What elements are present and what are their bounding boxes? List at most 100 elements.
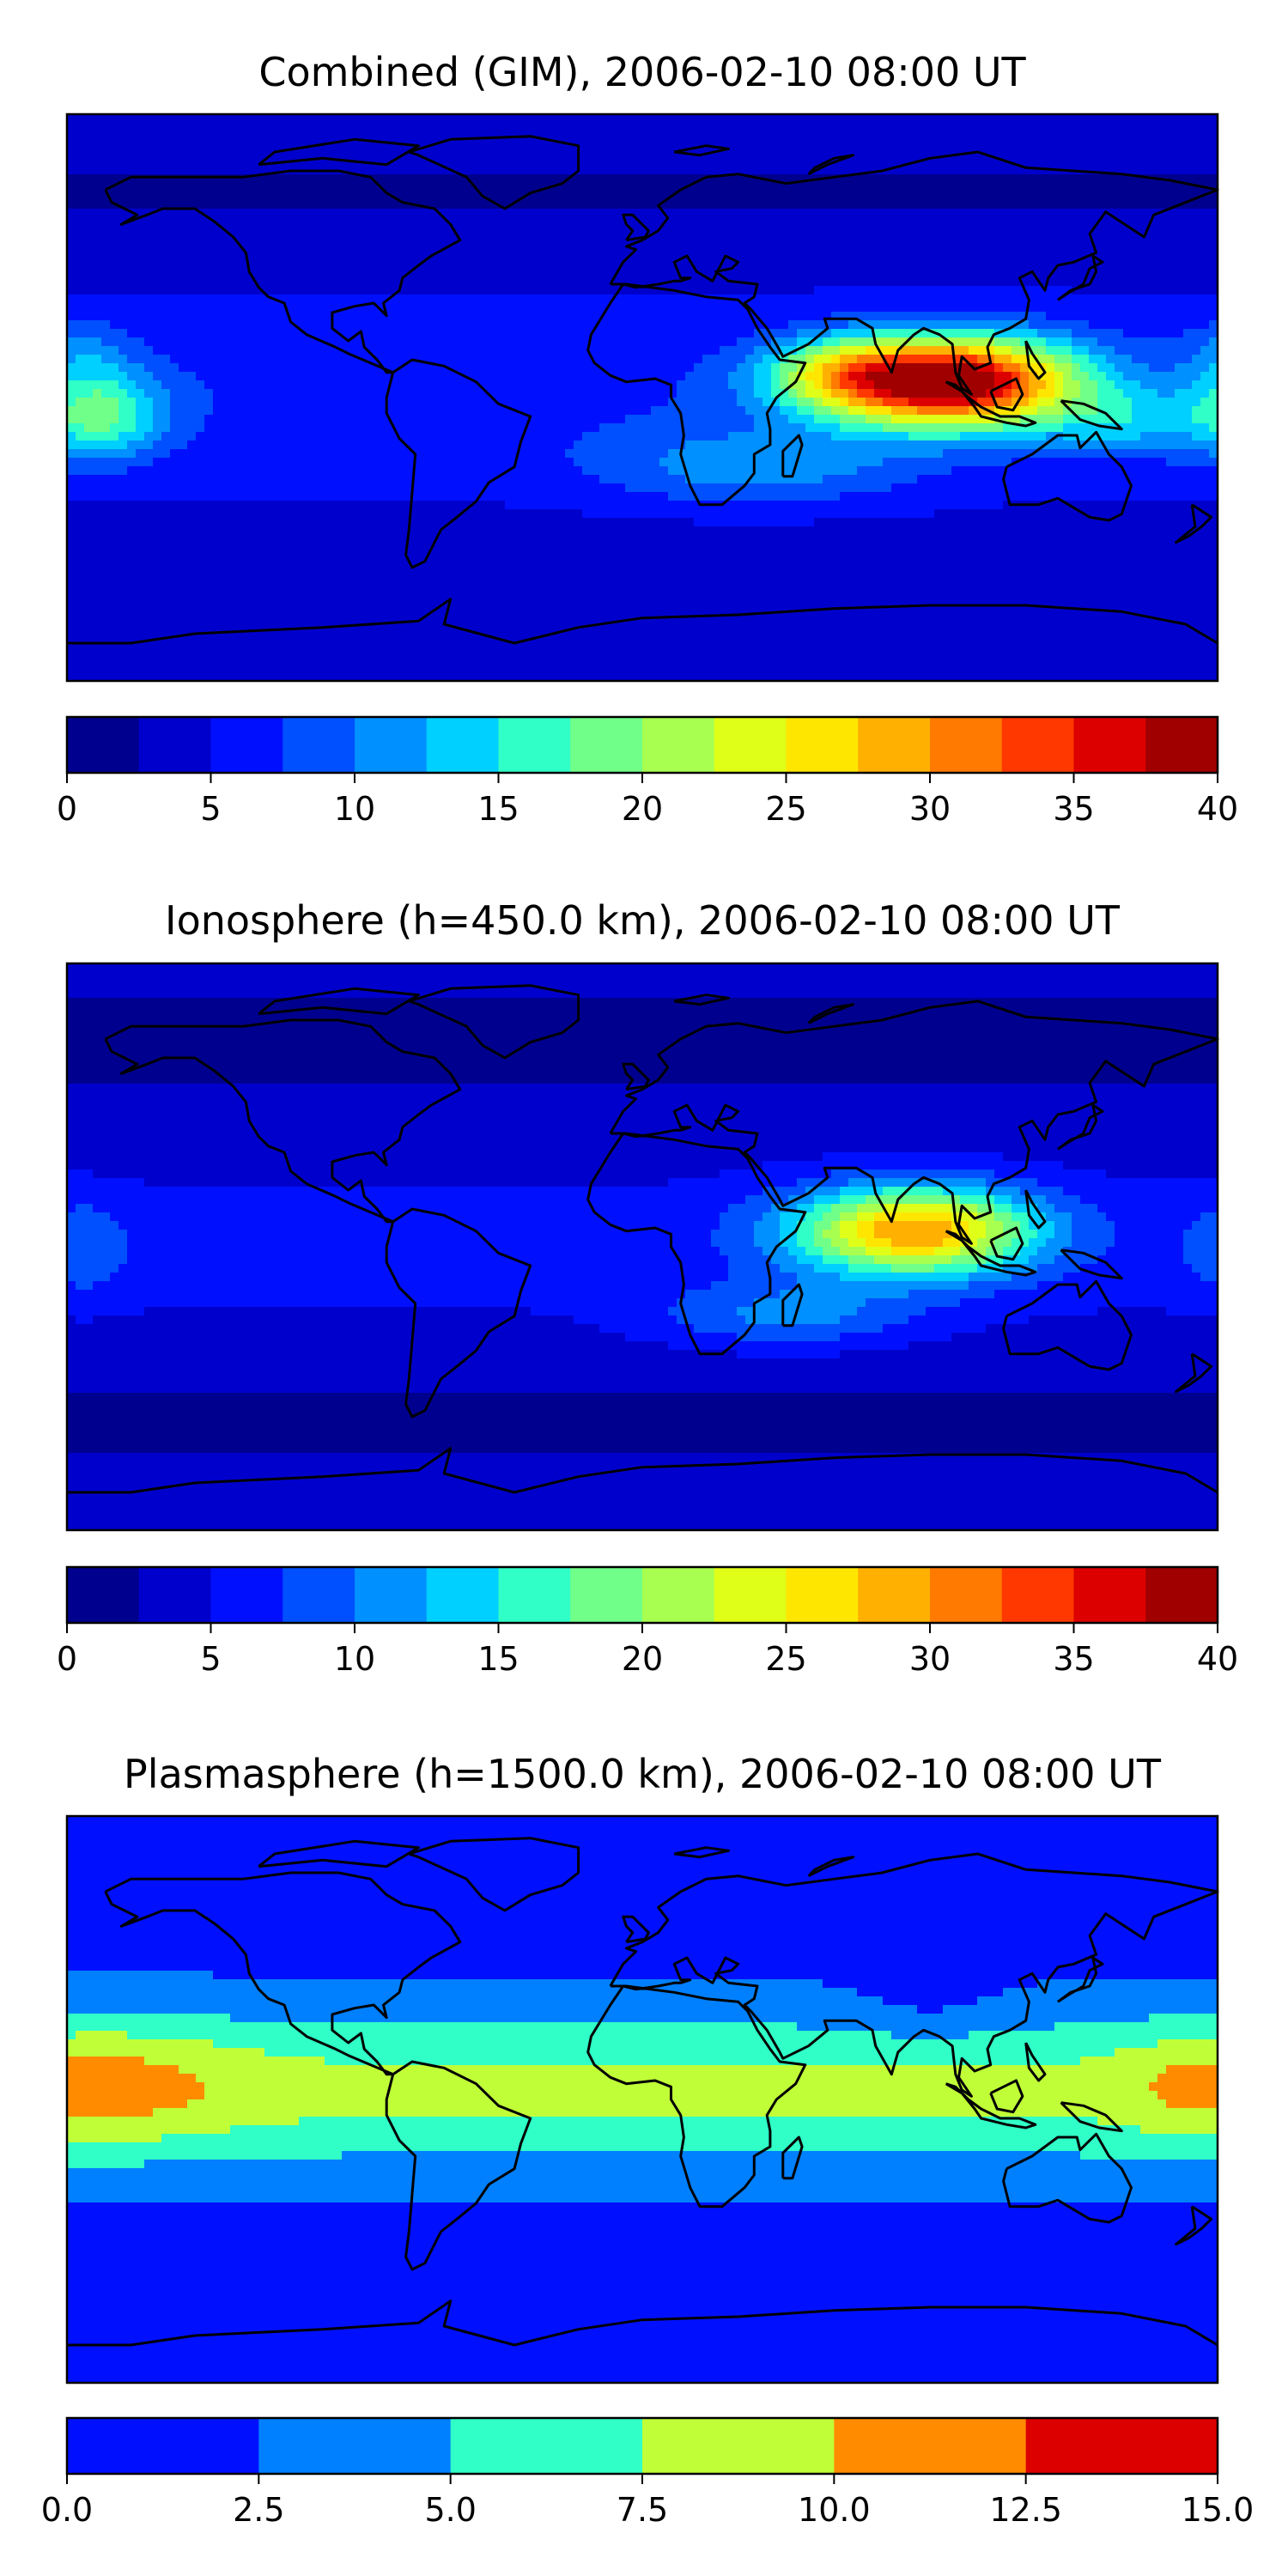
heatmap-cell	[823, 166, 832, 175]
heatmap-cell	[926, 157, 935, 167]
heatmap-cell	[1020, 389, 1030, 398]
heatmap-cell	[76, 346, 85, 355]
heatmap-cell	[548, 320, 557, 330]
heatmap-cell	[1209, 234, 1218, 244]
heatmap-cell	[350, 363, 360, 373]
heatmap-cell	[1115, 114, 1124, 124]
heatmap-cell	[187, 329, 197, 338]
heatmap-cell	[350, 191, 360, 201]
heatmap-cell	[118, 191, 128, 201]
heatmap-cell	[780, 372, 789, 381]
heatmap-cell	[685, 123, 695, 132]
heatmap-cell	[1192, 337, 1201, 347]
heatmap-cell	[926, 355, 935, 364]
heatmap-cell	[1089, 277, 1098, 287]
heatmap-cell	[1020, 149, 1030, 158]
heatmap-cell	[1123, 286, 1133, 295]
heatmap-cell	[196, 269, 205, 278]
heatmap-cell	[694, 303, 703, 313]
heatmap-cell	[428, 226, 437, 235]
heatmap-cell	[419, 406, 428, 416]
heatmap-cell	[1123, 191, 1133, 201]
heatmap-cell	[556, 114, 566, 124]
heatmap-cell	[1115, 140, 1124, 149]
heatmap-cell	[642, 312, 652, 321]
heatmap-cell	[1166, 380, 1176, 390]
heatmap-cell	[702, 226, 712, 235]
heatmap-cell	[290, 398, 300, 407]
heatmap-cell	[677, 398, 686, 407]
heatmap-cell	[419, 252, 428, 261]
heatmap-cell	[599, 372, 609, 381]
heatmap-cell	[161, 123, 171, 132]
heatmap-cell	[410, 406, 420, 416]
heatmap-cell	[239, 252, 248, 261]
heatmap-cell	[410, 423, 420, 433]
heatmap-cell	[1175, 226, 1184, 235]
heatmap-cell	[196, 320, 205, 330]
heatmap-cell	[780, 423, 789, 433]
heatmap-cell	[350, 131, 360, 141]
heatmap-cell	[462, 252, 471, 261]
heatmap-cell	[1140, 114, 1150, 124]
heatmap-cell	[299, 234, 308, 244]
heatmap-cell	[762, 346, 772, 355]
heatmap-cell	[797, 140, 806, 149]
heatmap-cell	[1123, 337, 1133, 347]
heatmap-cell	[222, 123, 231, 132]
heatmap-cell	[505, 149, 514, 158]
heatmap-cell	[1029, 174, 1038, 184]
heatmap-cell	[471, 260, 480, 270]
heatmap-cell	[908, 234, 918, 244]
heatmap-cell	[891, 123, 901, 132]
heatmap-cell	[694, 337, 703, 347]
heatmap-cell	[1063, 209, 1072, 218]
heatmap-cell	[299, 243, 308, 252]
heatmap-cell	[1200, 380, 1210, 390]
heatmap-cell	[531, 415, 540, 424]
heatmap-cell	[702, 269, 712, 278]
heatmap-cell	[247, 432, 257, 441]
heatmap-cell	[505, 363, 514, 373]
heatmap-cell	[230, 346, 240, 355]
heatmap-cell	[307, 380, 317, 390]
heatmap-cell	[170, 166, 179, 175]
heatmap-cell	[428, 337, 437, 347]
heatmap-cell	[419, 123, 428, 132]
heatmap-cell	[582, 329, 592, 338]
heatmap-cell	[857, 277, 866, 287]
heatmap-cell	[170, 217, 179, 227]
heatmap-cell	[522, 312, 532, 321]
heatmap-cell	[239, 355, 248, 364]
heatmap-cell	[496, 131, 506, 141]
heatmap-cell	[204, 432, 214, 441]
heatmap-cell	[1072, 123, 1081, 132]
heatmap-cell	[934, 303, 944, 313]
heatmap-cell	[307, 200, 317, 210]
heatmap-cell	[110, 398, 119, 407]
heatmap-cell	[256, 191, 265, 201]
heatmap-cell	[1089, 329, 1098, 338]
heatmap-cell	[101, 337, 111, 347]
heatmap-cell	[453, 217, 463, 227]
heatmap-cell	[737, 209, 746, 218]
heatmap-cell	[762, 200, 772, 210]
heatmap-cell	[599, 157, 609, 167]
heatmap-cell	[771, 372, 781, 381]
heatmap-cell	[840, 355, 849, 364]
heatmap-cell	[805, 329, 815, 338]
heatmap-cell	[342, 166, 351, 175]
heatmap-cell	[720, 346, 729, 355]
heatmap-cell	[479, 166, 489, 175]
heatmap-cell	[153, 303, 162, 313]
heatmap-cell	[204, 174, 214, 184]
heatmap-cell	[290, 149, 300, 158]
heatmap-cell	[677, 260, 686, 270]
heatmap-cell	[247, 217, 257, 227]
heatmap-cell	[1046, 312, 1055, 321]
heatmap-cell	[994, 157, 1004, 167]
heatmap-cell	[917, 226, 927, 235]
heatmap-cell	[196, 234, 205, 244]
heatmap-cell	[711, 234, 720, 244]
heatmap-cell	[1115, 406, 1124, 416]
